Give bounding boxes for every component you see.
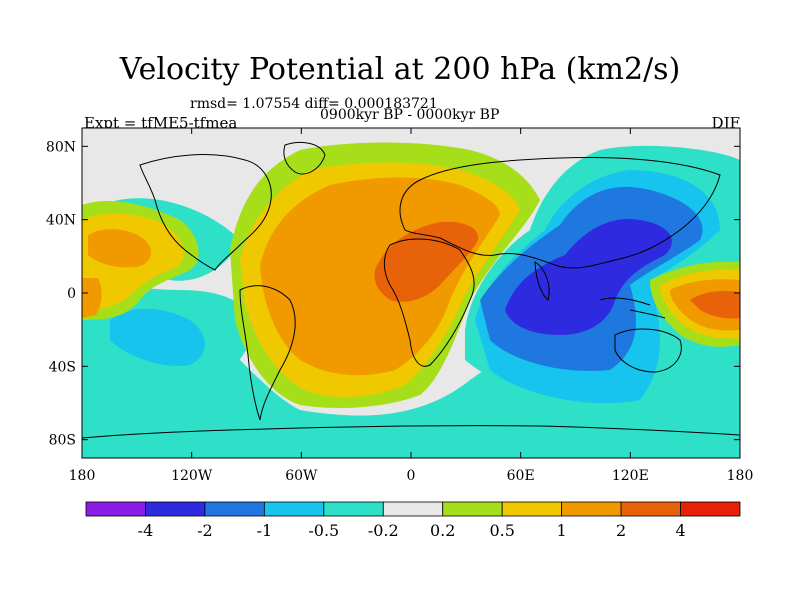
colorbar-label: 0.2 bbox=[430, 521, 455, 540]
contour-pacific-sw-lightblue bbox=[110, 308, 205, 366]
contour-indian-ocean-darkblue bbox=[505, 219, 672, 335]
india-coast bbox=[534, 261, 550, 301]
colorbar-label: -0.5 bbox=[308, 521, 339, 540]
colorbar-swatch bbox=[501, 501, 563, 517]
lat-tick-label: 80N bbox=[46, 139, 76, 155]
colorbar-label: 2 bbox=[616, 521, 626, 540]
lat-tick-label: 0 bbox=[67, 286, 76, 302]
africa-coast bbox=[383, 238, 475, 367]
contour-west-pacific-red bbox=[690, 290, 740, 319]
colorbar-swatch bbox=[680, 501, 741, 517]
lon-tick-label: 180 bbox=[69, 468, 96, 484]
maritime-continent-coast bbox=[599, 297, 666, 319]
colorbar-swatch bbox=[145, 501, 206, 517]
colorbar-label: 0.5 bbox=[489, 521, 514, 540]
colorbar-label: -1 bbox=[257, 521, 273, 540]
chart-title: Velocity Potential at 200 hPa (km2/s) bbox=[119, 52, 681, 87]
lat-tick-label: 40N bbox=[46, 213, 76, 229]
colorbar-swatch bbox=[442, 501, 503, 517]
colorbar-swatch bbox=[561, 501, 622, 517]
colorbar-swatch bbox=[323, 501, 384, 517]
colorbar-swatch bbox=[382, 501, 444, 517]
time-period-label: 0900kyr BP - 0000kyr BP bbox=[320, 107, 500, 123]
lon-tick-label: 120E bbox=[612, 468, 649, 484]
colorbar-label: -0.2 bbox=[368, 521, 399, 540]
antarctica-coast bbox=[82, 425, 740, 439]
colorbar: -4 -2 -1 -0.5 -0.2 0.2 0.5 1 2 4 bbox=[85, 501, 741, 540]
colorbar-swatch bbox=[85, 501, 146, 517]
lat-tick-label: 80S bbox=[49, 433, 76, 449]
contour-north-pacific-orange bbox=[88, 228, 152, 268]
lat-tick-label: 40S bbox=[49, 359, 76, 375]
colorbar-swatch bbox=[620, 501, 681, 517]
colorbar-swatch bbox=[204, 501, 265, 517]
colorbar-label: 4 bbox=[675, 521, 685, 540]
lon-tick-label: 60W bbox=[285, 468, 318, 484]
lon-tick-label: 180 bbox=[727, 468, 754, 484]
north-america-coast bbox=[139, 154, 272, 271]
colorbar-swatch bbox=[263, 501, 325, 517]
lon-tick-label: 0 bbox=[407, 468, 416, 484]
contour-north-africa-red bbox=[374, 221, 479, 302]
lon-tick-label: 60E bbox=[507, 468, 535, 484]
colorbar-label: -2 bbox=[197, 521, 213, 540]
greenland-coast bbox=[283, 142, 326, 175]
lon-tick-label: 120W bbox=[171, 468, 213, 484]
south-america-coast bbox=[239, 285, 296, 421]
contour-field bbox=[82, 128, 740, 458]
eurasia-coast bbox=[399, 157, 721, 269]
rmsd-diff-stats: rmsd= 1.07554 diff= 0.000183721 bbox=[190, 96, 438, 112]
colorbar-label: 1 bbox=[557, 521, 567, 540]
axis-ticks: 80N 40N 0 40S 80S 180 120W 60W 0 60E 120E 180 bbox=[46, 128, 753, 484]
colorbar-label: -4 bbox=[138, 521, 154, 540]
australia-coast bbox=[614, 328, 682, 373]
coastlines bbox=[82, 142, 740, 439]
contour-dateline-orange bbox=[82, 278, 102, 318]
